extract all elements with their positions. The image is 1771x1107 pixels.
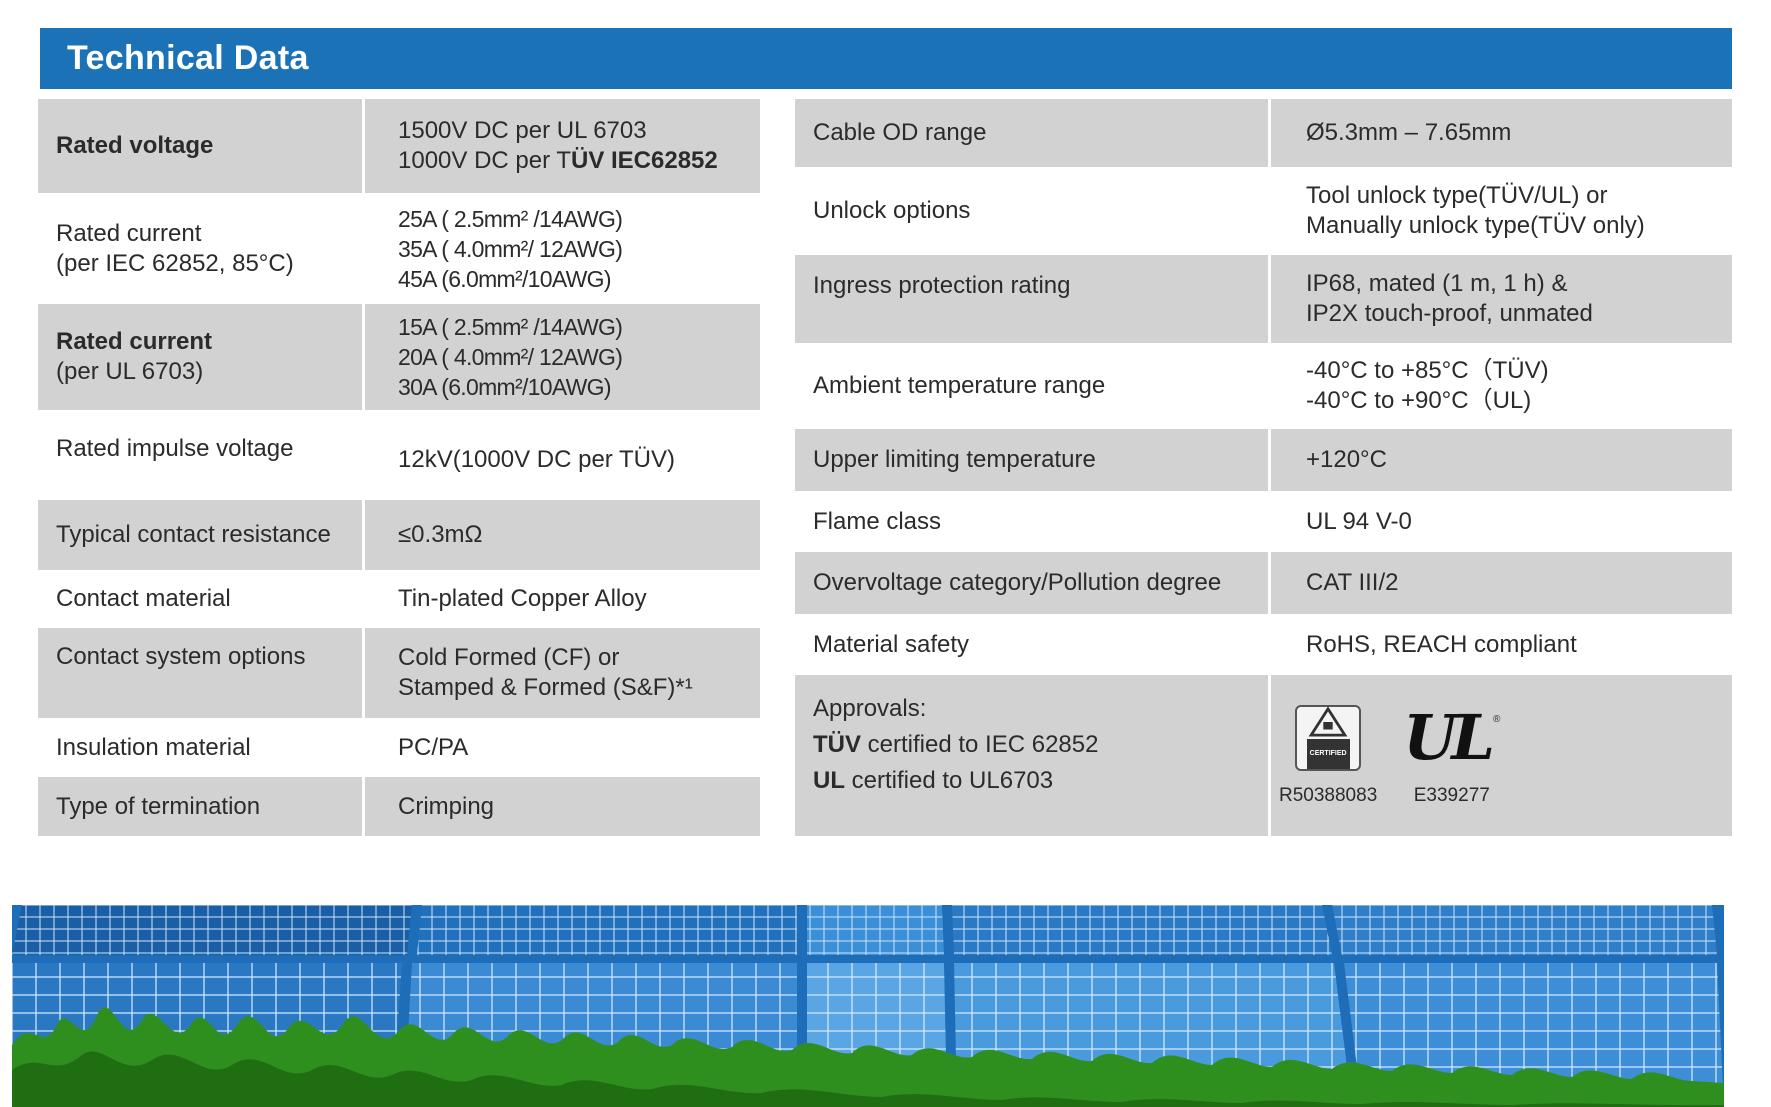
table-row: Contact system options Cold Formed (CF) … (38, 628, 760, 718)
ul-logo-icon: UL ® (1403, 701, 1501, 774)
table-row: Rated voltage 1500V DC per UL 6703 1000V… (38, 99, 760, 193)
table-row: Material safety RoHS, REACH compliant (795, 614, 1732, 675)
tuv-cert-number: R50388083 (1279, 785, 1378, 806)
spec-value: UL 94 V-0 (1269, 491, 1732, 552)
table-row: Ambient temperature range -40°C to +85°C… (795, 343, 1732, 429)
spec-value: 1500V DC per UL 6703 1000V DC per TÜV IE… (363, 99, 760, 193)
spec-key: Rated current (per IEC 62852, 85°C) (38, 193, 365, 304)
spec-key: Rated impulse voltage (38, 410, 365, 500)
right-spec-table: Cable OD range Ø5.3mm – 7.65mm Unlock op… (795, 99, 1732, 836)
table-row: Rated impulse voltage 12kV(1000V DC per … (38, 410, 760, 500)
solar-panel-illustration (12, 905, 1724, 1107)
spec-value: ≤0.3mΩ (363, 500, 760, 570)
spec-value: Cold Formed (CF) or Stamped & Formed (S&… (363, 628, 760, 718)
table-row: Upper limiting temperature +120°C (795, 429, 1732, 491)
spec-key: Type of termination (38, 777, 365, 836)
spec-key: Upper limiting temperature (795, 429, 1271, 491)
spec-key: Unlock options (795, 167, 1271, 255)
approvals-text: Approvals: TÜV certified to IEC 62852 UL… (795, 675, 1271, 836)
spec-value: Crimping (363, 777, 760, 836)
table-row: Cable OD range Ø5.3mm – 7.65mm (795, 99, 1732, 167)
table-row: Type of termination Crimping (38, 777, 760, 836)
ul-mark: UL ® E339277 (1403, 705, 1500, 811)
section-header: Technical Data (40, 28, 1732, 89)
approvals-row: Approvals: TÜV certified to IEC 62852 UL… (795, 675, 1732, 836)
spec-key: Insulation material (38, 718, 365, 777)
approvals-marks: CERTIFIED R50388083 UL ® E339277 (1269, 675, 1732, 836)
tuv-certified-icon: CERTIFIED (1295, 705, 1362, 771)
table-row: Overvoltage category/Pollution degree CA… (795, 552, 1732, 614)
table-row: Contact material Tin-plated Copper Alloy (38, 570, 760, 628)
table-row: Insulation material PC/PA (38, 718, 760, 777)
table-row: Typical contact resistance ≤0.3mΩ (38, 500, 760, 570)
tuv-mark: CERTIFIED R50388083 (1279, 705, 1377, 811)
spec-value: PC/PA (363, 718, 760, 777)
spec-key: Material safety (795, 614, 1271, 675)
spec-value: RoHS, REACH compliant (1269, 614, 1732, 675)
table-row: Flame class UL 94 V-0 (795, 491, 1732, 552)
spec-value: -40°C to +85°C（TÜV) -40°C to +90°C（UL) (1269, 343, 1732, 429)
spec-key: Overvoltage category/Pollution degree (795, 552, 1271, 614)
left-spec-table: Rated voltage 1500V DC per UL 6703 1000V… (38, 99, 760, 836)
spec-value: 15A ( 2.5mm² /14AWG) 20A ( 4.0mm²/ 12AWG… (363, 304, 760, 410)
spec-key: Rated current (per UL 6703) (38, 304, 365, 410)
spec-value: +120°C (1269, 429, 1732, 491)
spec-key: Contact material (38, 570, 365, 628)
spec-key: Typical contact resistance (38, 500, 365, 570)
table-row: Unlock options Tool unlock type(TÜV/UL) … (795, 167, 1732, 255)
spec-key: Ingress protection rating (795, 255, 1271, 343)
ul-cert-number: E339277 (1413, 785, 1490, 806)
spec-key: Flame class (795, 491, 1271, 552)
table-row: Rated current (per UL 6703) 15A ( 2.5mm²… (38, 304, 760, 410)
spec-key: Contact system options (38, 628, 365, 718)
spec-value: Tool unlock type(TÜV/UL) or Manually unl… (1269, 167, 1732, 255)
spec-key: Rated voltage (38, 99, 365, 193)
spec-value: Ø5.3mm – 7.65mm (1269, 99, 1732, 167)
spec-key: Ambient temperature range (795, 343, 1271, 429)
table-row: Rated current (per IEC 62852, 85°C) 25A … (38, 193, 760, 304)
table-row: Ingress protection rating IP68, mated (1… (795, 255, 1732, 343)
spec-value: 25A ( 2.5mm² /14AWG) 35A ( 4.0mm²/ 12AWG… (363, 193, 760, 304)
spec-value: IP68, mated (1 m, 1 h) & IP2X touch-proo… (1269, 255, 1732, 343)
spec-key: Cable OD range (795, 99, 1271, 167)
spec-value: 12kV(1000V DC per TÜV) (363, 410, 760, 500)
spec-value: CAT III/2 (1269, 552, 1732, 614)
section-title: Technical Data (67, 39, 309, 77)
approvals-label: Approvals: (813, 695, 927, 722)
solar-panel-banner (12, 905, 1724, 1107)
spec-value: Tin-plated Copper Alloy (363, 570, 760, 628)
